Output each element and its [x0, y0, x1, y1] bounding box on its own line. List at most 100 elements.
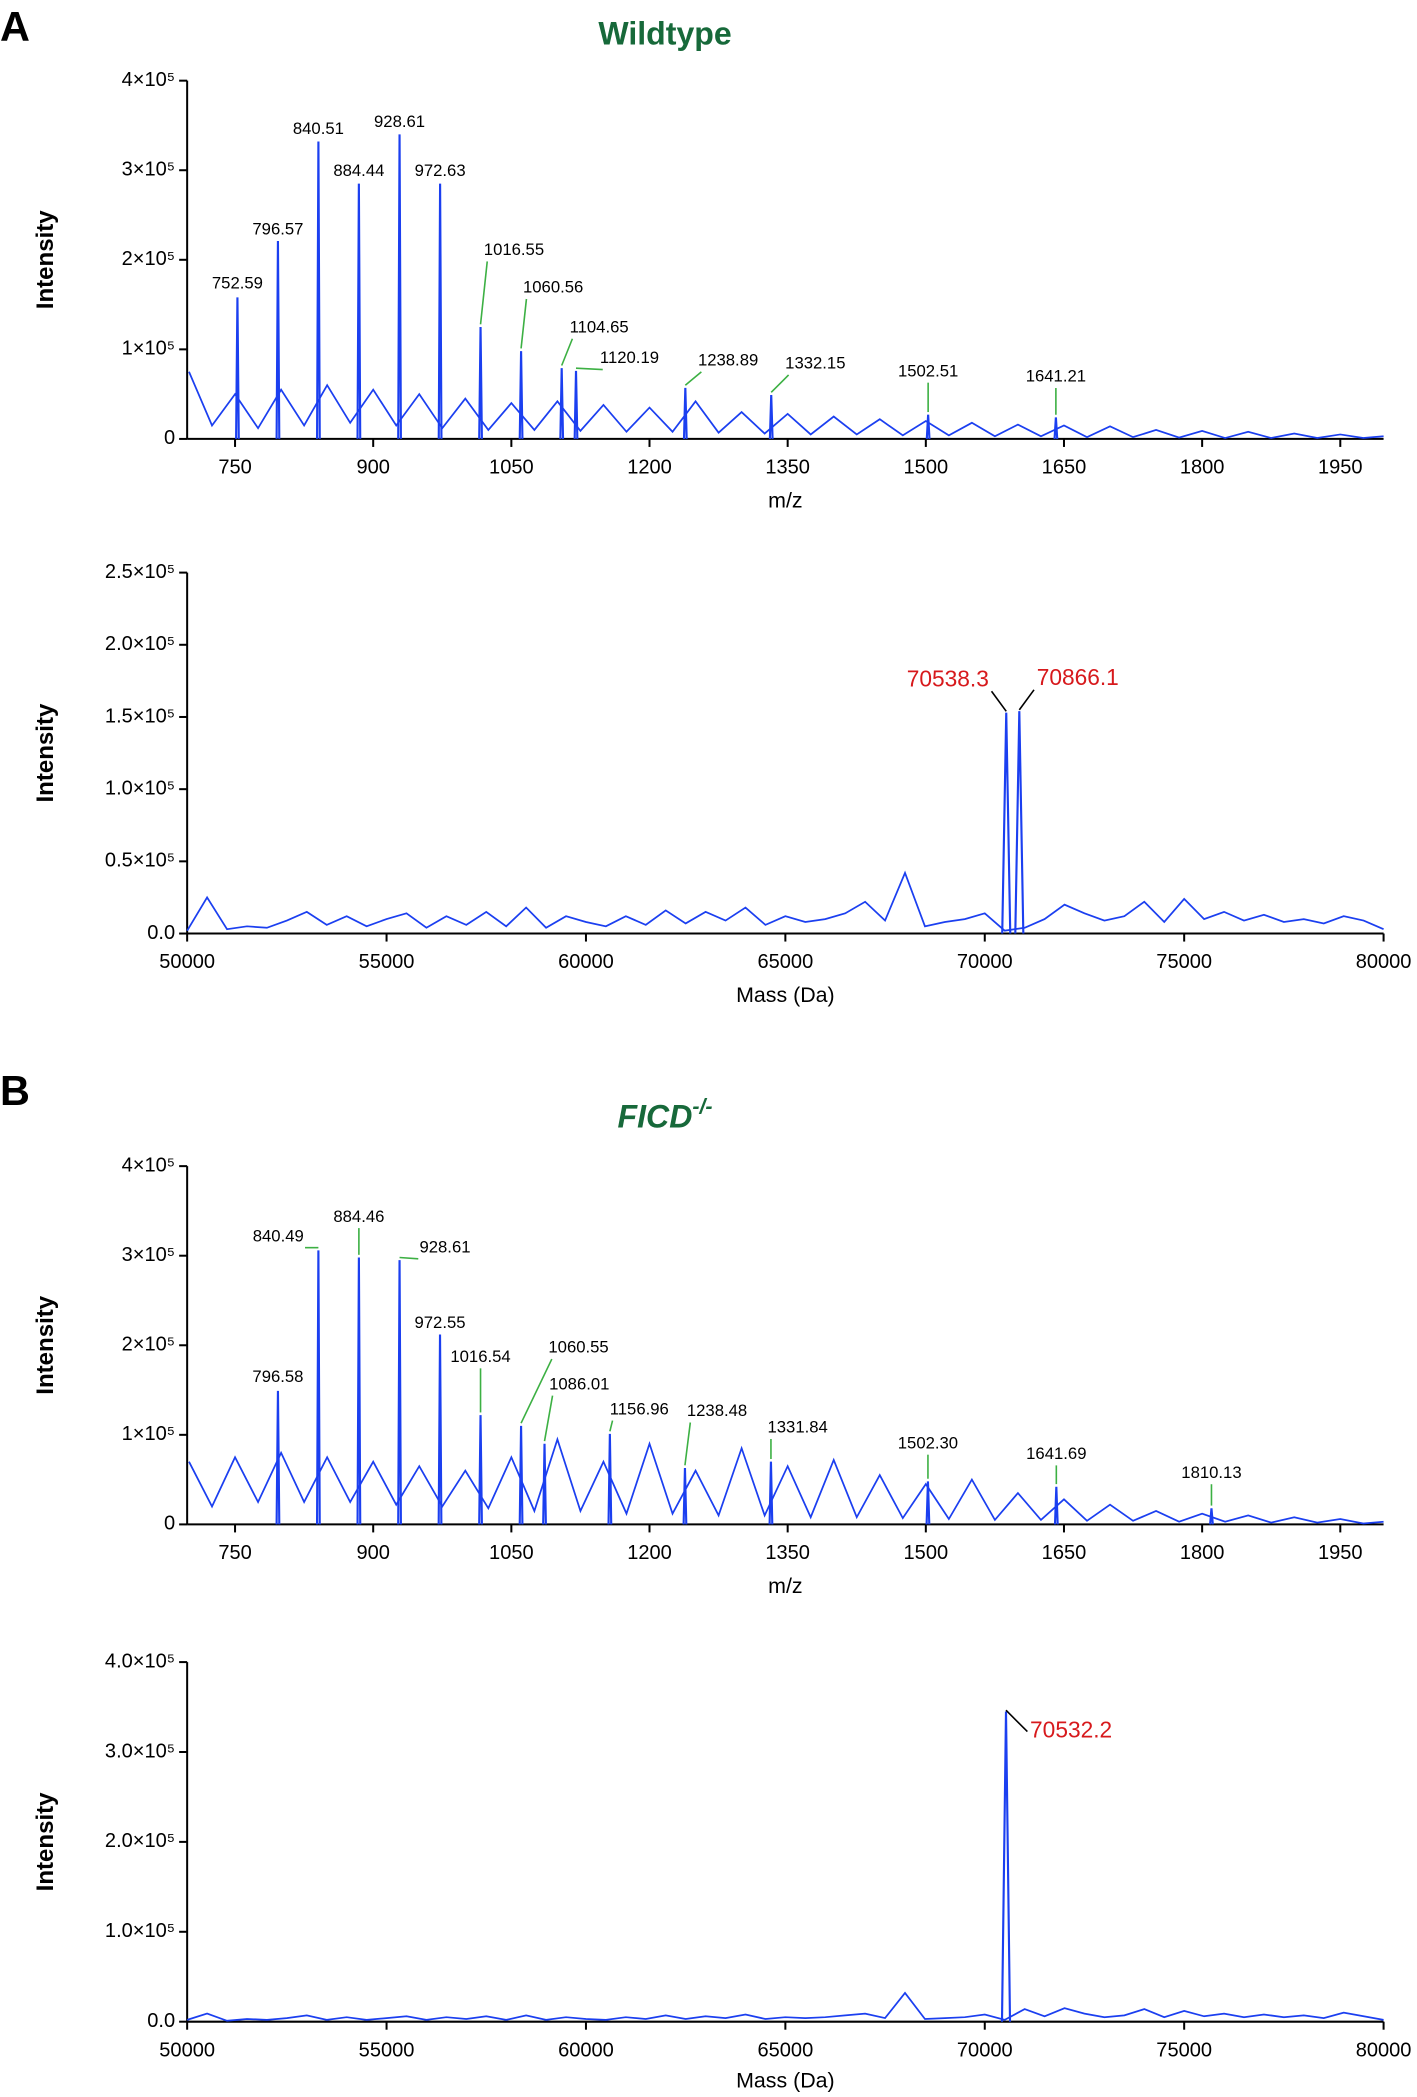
title-text: FICD [618, 1099, 693, 1135]
spectrum-line [188, 371, 1384, 439]
y-tick-label: 2×10⁵ [122, 1334, 175, 1356]
y-tick-label: 0 [164, 427, 175, 449]
leader-line [479, 261, 489, 325]
peak-label: 1502.30 [898, 1433, 958, 1452]
peak-label: 884.44 [333, 161, 384, 180]
x-tick-label: 900 [356, 457, 389, 479]
x-tick-label: 75000 [1156, 2039, 1212, 2061]
x-tick-label: 55000 [359, 951, 415, 973]
x-tick-label: 900 [356, 1542, 389, 1564]
peak [437, 1334, 443, 1525]
y-tick-label: 4×10⁵ [122, 69, 175, 91]
peak [478, 326, 483, 439]
peak-label: 752.59 [212, 273, 263, 292]
peak-label: 840.49 [253, 1226, 304, 1245]
peak [607, 1433, 613, 1525]
peak [925, 1481, 931, 1525]
peak-label: 1332.15 [785, 354, 845, 373]
chart-title: FICD-/- [618, 1094, 713, 1135]
spectrum-line [186, 870, 1384, 932]
y-tick-label: 1.0×10⁵ [105, 777, 175, 799]
x-axis-title: Mass (Da) [736, 2068, 835, 2092]
y-axis-title: Intensity [32, 1295, 59, 1395]
leader-line [575, 367, 603, 371]
leader-line [609, 1420, 614, 1432]
x-tick-label: 60000 [558, 951, 614, 973]
x-tick-label: 1200 [627, 457, 672, 479]
x-axis-title: Mass (Da) [736, 983, 835, 1007]
x-tick-label: 60000 [558, 2039, 614, 2061]
leader-line [520, 1358, 553, 1424]
title-superscript: -/- [692, 1094, 712, 1118]
x-tick-label: 65000 [757, 2039, 813, 2061]
y-tick-label: 3.0×10⁵ [105, 1740, 175, 1762]
y-tick-label: 2.0×10⁵ [105, 1830, 175, 1852]
x-axis-title: m/z [768, 488, 802, 512]
peak [478, 1415, 483, 1525]
peak-label: 1060.56 [523, 278, 583, 297]
peak [1053, 1486, 1059, 1525]
y-tick-label: 2×10⁵ [122, 248, 175, 270]
peak [275, 1390, 281, 1525]
peak [542, 1443, 547, 1525]
y-tick-label: 0.5×10⁵ [105, 850, 175, 872]
x-tick-label: 1350 [765, 457, 810, 479]
peak [1001, 712, 1012, 934]
y-tick-label: 2.5×10⁵ [105, 561, 175, 583]
x-tick-label: 750 [218, 1542, 251, 1564]
peak-label: 972.55 [414, 1313, 465, 1332]
x-tick-label: 1500 [904, 457, 949, 479]
x-tick-label: 1050 [489, 1542, 534, 1564]
peak-label: 1641.69 [1026, 1444, 1086, 1463]
peak-label: 1086.01 [549, 1374, 609, 1393]
x-tick-label: 1650 [1042, 457, 1087, 479]
y-axis-title: Intensity [32, 210, 59, 310]
leader-line [990, 690, 1007, 712]
peak-label: 1810.13 [1181, 1463, 1241, 1482]
peak-label: 928.61 [374, 112, 425, 131]
y-tick-label: 0 [164, 1513, 175, 1535]
peak-label: 928.61 [419, 1238, 470, 1257]
y-tick-label: 0.0 [147, 2010, 175, 2032]
peak-label: 796.57 [252, 220, 303, 239]
peak [316, 141, 321, 439]
panel-label: B [0, 1067, 30, 1114]
x-tick-label: 50000 [159, 2039, 215, 2061]
peak [235, 297, 240, 439]
peak [1053, 417, 1059, 439]
y-tick-label: 3×10⁵ [122, 159, 175, 181]
peak [559, 368, 565, 439]
peak-label: 70866.1 [1037, 664, 1119, 690]
peak-label: 1331.84 [768, 1418, 828, 1437]
x-tick-label: 1050 [489, 457, 534, 479]
peak-label: 840.51 [293, 119, 344, 138]
y-tick-label: 1×10⁵ [122, 338, 175, 360]
title-text: Wildtype [598, 16, 731, 52]
peak [275, 240, 281, 439]
peak [356, 183, 362, 439]
x-tick-label: 1950 [1318, 1542, 1363, 1564]
leader-line [1018, 689, 1035, 711]
y-tick-label: 3×10⁵ [122, 1244, 175, 1266]
x-tick-label: 55000 [359, 2039, 415, 2061]
spectrum-line [188, 1436, 1384, 1525]
peak-label: 796.58 [252, 1367, 303, 1386]
x-tick-label: 65000 [757, 951, 813, 973]
x-axis-title: m/z [768, 1574, 802, 1598]
y-tick-label: 0.0 [147, 922, 175, 944]
x-tick-label: 75000 [1156, 951, 1212, 973]
peak [768, 395, 774, 439]
panel-label: A [0, 3, 30, 50]
peak [397, 134, 402, 439]
peak [768, 1461, 774, 1525]
y-tick-label: 1×10⁵ [122, 1423, 175, 1445]
peak-label: 1016.55 [484, 240, 544, 259]
peak [925, 414, 931, 439]
peak-label: 884.46 [333, 1207, 384, 1226]
peak [1014, 711, 1025, 934]
peak-label: 1502.51 [898, 361, 958, 380]
leader-line [1005, 1709, 1028, 1733]
peak-label: 972.63 [415, 161, 466, 180]
x-tick-label: 1950 [1318, 457, 1363, 479]
